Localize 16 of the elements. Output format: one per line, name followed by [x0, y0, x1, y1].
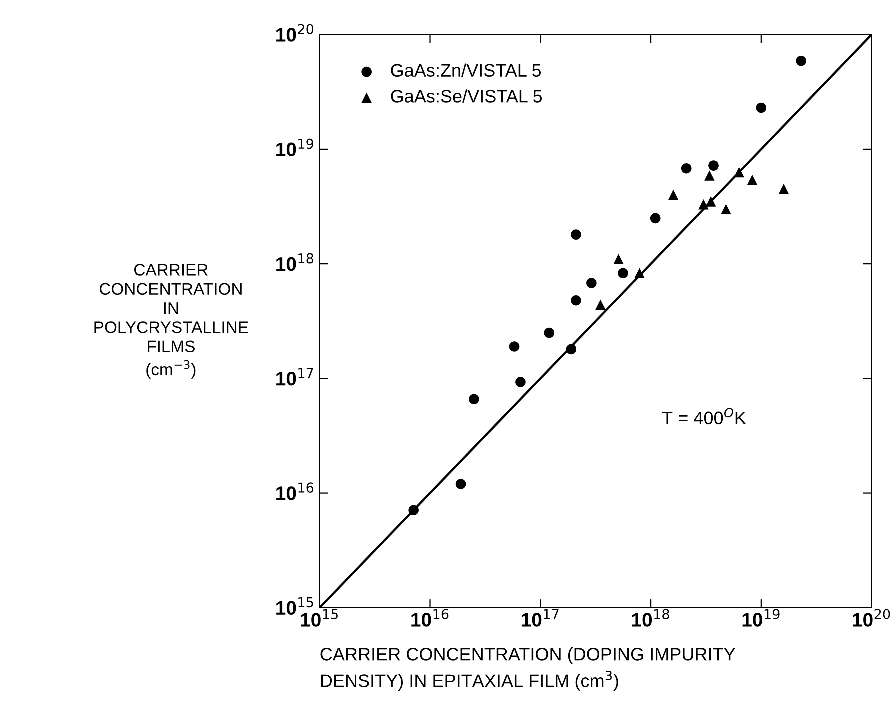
x-tick-label: 10$^{16}$ — [412, 609, 449, 627]
x-tick-label: 10$^{20}$ — [853, 609, 890, 627]
x-axis-title: CARRIER CONCENTRATION (DOPING IMPURITY DENSITY) IN EPITAXIAL FILM (cm$^{3}$) — [320, 648, 736, 691]
y-tick-label: 10$^{19}$ — [276, 138, 314, 157]
x-tick-label: 10$^{18}$ — [632, 609, 670, 627]
legend-label: GaAs:Se/VISTAL 5 — [391, 90, 542, 103]
y-tick-label: 10$^{20}$ — [276, 24, 314, 42]
y-tick-label: 10$^{17}$ — [276, 368, 314, 386]
x-tick-label: 10$^{15}$ — [301, 609, 338, 627]
legend-label: GaAs:Zn/VISTAL 5 — [391, 64, 542, 77]
y-axis-title: CARRIER CONCENTRATION IN POLYCRYSTALLINE FILMS (cm$^{−3}$) — [94, 264, 248, 379]
x-tick-label: 10$^{19}$ — [742, 609, 780, 627]
annotation: T = 400$^{O}$K — [662, 408, 746, 425]
x-tick-label: 10$^{17}$ — [522, 609, 559, 627]
y-tick-label: 10$^{18}$ — [276, 253, 314, 272]
y-tick-label: 10$^{16}$ — [276, 482, 314, 500]
